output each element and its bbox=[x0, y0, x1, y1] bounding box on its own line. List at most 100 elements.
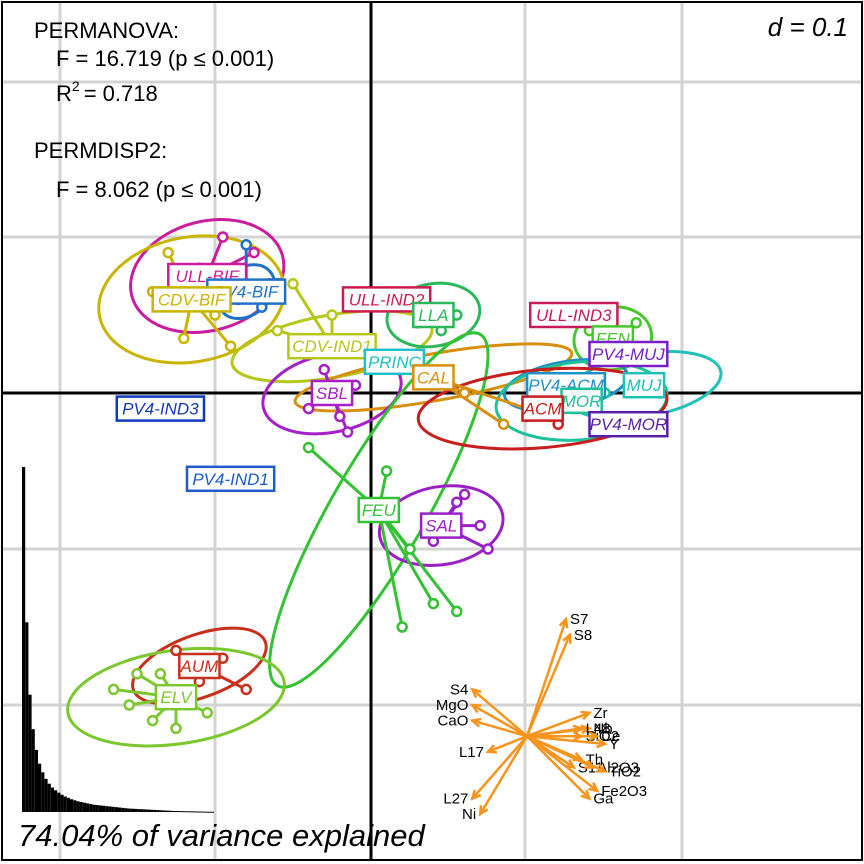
loading-arrowhead-ni bbox=[478, 805, 489, 817]
point-feu-0 bbox=[302, 441, 315, 454]
loading-arrowhead-l17 bbox=[485, 744, 498, 754]
point-feu-5 bbox=[396, 621, 408, 633]
loading-line-fe2o3 bbox=[526, 735, 598, 792]
label-box-ull-ind3 bbox=[528, 301, 619, 329]
label-cdv-bif: CDV-BIF bbox=[158, 290, 227, 309]
loading-arrowhead-ce bbox=[588, 731, 601, 742]
loading-arrowhead-s8 bbox=[562, 632, 572, 644]
loading-label-ce: Ce bbox=[601, 728, 620, 745]
loading-line-s7 bbox=[525, 618, 568, 737]
scree-bar-0 bbox=[22, 467, 26, 812]
spider-feu-4 bbox=[377, 509, 458, 613]
scree-bar-44 bbox=[162, 810, 166, 812]
loading-label-s7: S7 bbox=[570, 611, 588, 628]
scree-bar-13 bbox=[63, 796, 67, 812]
loading-line-tio2 bbox=[526, 735, 606, 773]
point-elv-5 bbox=[131, 668, 143, 680]
scree-bar-37 bbox=[140, 809, 144, 812]
scree-bar-28 bbox=[111, 806, 115, 812]
label-box-pv4-mor bbox=[588, 410, 669, 438]
scree-bar-51 bbox=[185, 811, 189, 813]
loading-label-mgo: MgO bbox=[436, 697, 469, 714]
loading-label-s8: S8 bbox=[574, 627, 592, 644]
point-sbl-1 bbox=[334, 410, 346, 423]
loading-line-l48 bbox=[526, 727, 582, 738]
point-elv-6 bbox=[154, 668, 167, 680]
spider-feu-3 bbox=[377, 509, 435, 605]
scree-bar-42 bbox=[156, 810, 160, 812]
scale-label: d = 0.1 bbox=[768, 12, 848, 42]
point-aum-2 bbox=[240, 683, 252, 696]
point-cal-1 bbox=[497, 418, 510, 430]
scree-bar-27 bbox=[108, 806, 112, 812]
label-box-feu bbox=[357, 496, 401, 524]
label-box-cdv-ind1 bbox=[287, 332, 377, 360]
loading-line-mgo bbox=[471, 703, 528, 738]
label-aum: AUM bbox=[180, 657, 220, 676]
point-cdv-bif-2 bbox=[178, 332, 190, 345]
label-pv4-mor: PV4-MOR bbox=[590, 415, 667, 434]
loading-line-s4 bbox=[471, 688, 528, 738]
loading-line-l17 bbox=[487, 735, 528, 753]
loading-label-ni: Ni bbox=[462, 806, 476, 823]
loading-label-l17: L17 bbox=[459, 744, 484, 761]
point-feu-3 bbox=[427, 597, 440, 610]
scree-plot bbox=[22, 467, 214, 813]
loading-label-tio2: TiO2 bbox=[609, 763, 641, 780]
label-sbl: SBL bbox=[316, 384, 348, 403]
label-elv: ELV bbox=[160, 688, 193, 707]
point-sal-1 bbox=[474, 519, 486, 532]
label-box-acm bbox=[521, 395, 564, 422]
ellipse-cal bbox=[293, 342, 574, 413]
scree-bar-39 bbox=[146, 809, 150, 812]
loading-vectors: S7S8S4MgOCaOL17L27NiZrNbL48SiO2CeYS11ThA… bbox=[436, 611, 647, 823]
scree-bar-9 bbox=[50, 787, 54, 812]
scree-bar-33 bbox=[127, 808, 131, 812]
spider-feu-5 bbox=[377, 509, 404, 628]
scree-bar-49 bbox=[178, 811, 182, 813]
scree-bar-59 bbox=[210, 811, 214, 813]
scree-bar-52 bbox=[188, 811, 192, 813]
loading-label-l27: L27 bbox=[443, 791, 468, 808]
scree-bar-25 bbox=[102, 805, 106, 812]
loading-arrowhead-l48 bbox=[572, 724, 585, 735]
point-cdv-ind1-0 bbox=[287, 278, 299, 290]
scree-bar-26 bbox=[105, 806, 109, 812]
label-box-pv4-ind1 bbox=[185, 465, 276, 493]
scree-bar-12 bbox=[60, 794, 64, 812]
r2-superscript: 2 bbox=[72, 78, 80, 94]
scree-bar-8 bbox=[47, 783, 51, 812]
loading-line-ni bbox=[479, 735, 529, 815]
r2-value: = 0.718 bbox=[84, 81, 158, 106]
label-box-pv4-muj bbox=[588, 340, 669, 368]
point-cdv-bif-3 bbox=[224, 340, 237, 352]
loading-arrowhead-l27 bbox=[470, 789, 482, 801]
scree-bar-46 bbox=[169, 810, 173, 812]
r2-letter: R bbox=[56, 81, 72, 106]
loading-arrowhead-s4 bbox=[470, 687, 482, 699]
scree-bar-18 bbox=[79, 801, 83, 812]
label-box-cdv-bif bbox=[151, 286, 232, 313]
loading-line-l27 bbox=[471, 735, 528, 800]
scree-bar-58 bbox=[207, 811, 211, 813]
label-cdv-ind1: CDV-IND1 bbox=[292, 337, 372, 356]
scree-bar-47 bbox=[172, 810, 176, 812]
scree-bar-23 bbox=[95, 805, 99, 812]
point-cdv-ind1-2 bbox=[271, 324, 284, 337]
scree-bar-34 bbox=[130, 808, 134, 812]
ellipse-sal bbox=[377, 484, 505, 568]
label-box-sal bbox=[419, 512, 463, 539]
loading-label-sio2: SiO2 bbox=[586, 728, 619, 745]
scree-bar-1 bbox=[25, 622, 29, 812]
scree-bar-24 bbox=[98, 805, 102, 812]
scree-bar-48 bbox=[175, 811, 179, 813]
scree-bar-16 bbox=[73, 800, 77, 812]
label-pv4-ind1: PV4-IND1 bbox=[192, 470, 269, 489]
scree-bar-6 bbox=[41, 772, 45, 812]
loading-line-s8 bbox=[525, 634, 572, 737]
point-aum-0 bbox=[170, 644, 182, 657]
scree-bar-43 bbox=[159, 810, 163, 812]
loading-line-cao bbox=[472, 719, 528, 738]
